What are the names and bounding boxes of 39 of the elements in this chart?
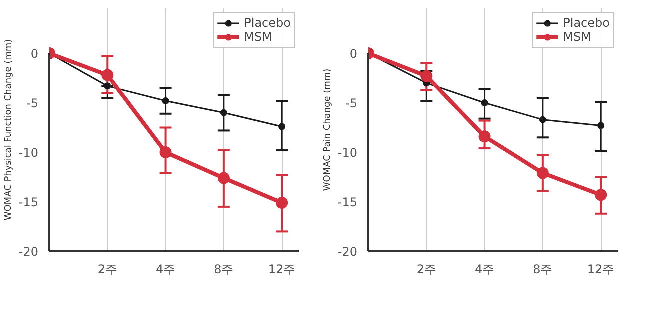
x-tick-label: 4주 [156,262,176,276]
y-tick-label: 0 [30,47,39,61]
point [160,146,172,158]
y-tick-label: -20 [338,245,358,259]
x-tick-label: 2주 [416,262,436,276]
y-tick-label: -15 [18,196,39,210]
point [218,172,230,184]
point [595,189,608,202]
y-tick-label: -10 [18,146,39,160]
point [104,82,112,90]
point [539,116,546,124]
point [220,109,228,116]
point [478,130,491,143]
point [536,167,549,180]
point [278,123,286,130]
y-tick-label: -10 [338,146,358,160]
x-tick-label: 12주 [268,262,296,276]
legend-label: Placebo [563,16,610,30]
point [420,70,433,82]
x-tick-label: 8주 [533,262,553,276]
y-tick-label: -20 [18,245,39,259]
y-tick-label: -5 [26,96,39,110]
y-tick-label: 0 [350,47,358,61]
y-axis-title: WOMAC Physical Function Change (mm) [4,39,14,221]
x-tick-label: 8주 [214,262,234,276]
x-tick-label: 4주 [474,262,495,276]
point [481,100,488,106]
y-tick-label: -5 [346,96,358,110]
legend-label: MSM [244,30,272,44]
point [276,197,288,209]
x-tick-label: 2주 [98,262,118,276]
legend-label: MSM [563,30,592,44]
y-tick-label: -15 [338,196,358,210]
x-tick-label: 12주 [587,262,615,276]
point [102,69,114,82]
legend-label: Placebo [244,16,291,30]
point [598,122,605,130]
y-axis-title: WOMAC Pain Change (mm) [322,68,333,192]
point [162,98,170,105]
